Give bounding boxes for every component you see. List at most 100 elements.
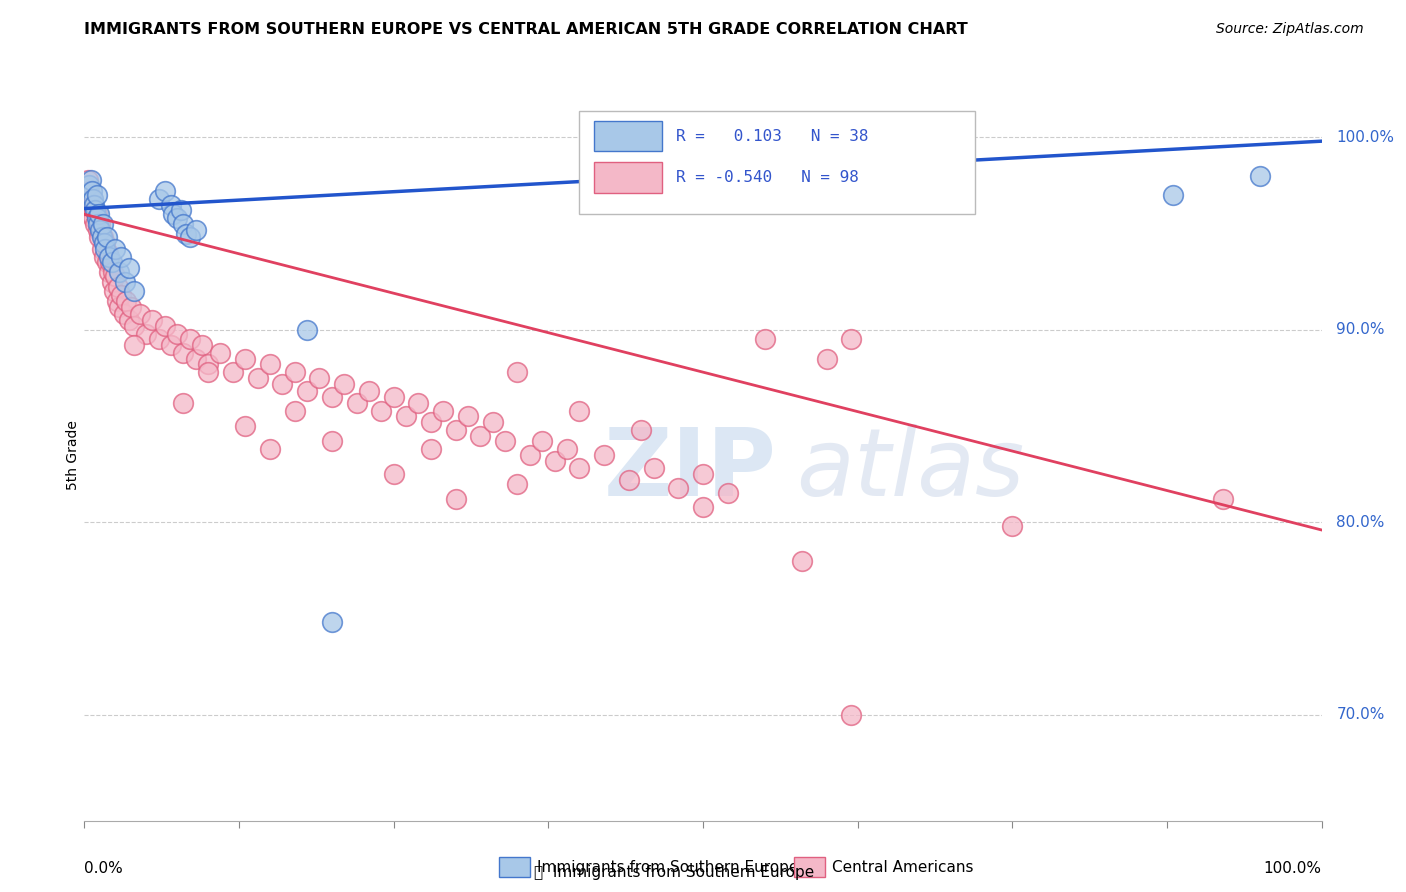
Point <box>82 211 104 226</box>
Point <box>79 178 101 193</box>
Point <box>89 217 111 231</box>
Point <box>1161 188 1184 202</box>
Point <box>457 409 479 424</box>
Point <box>122 338 145 352</box>
Point <box>84 203 107 218</box>
Point <box>86 207 108 221</box>
Point <box>666 481 689 495</box>
Point <box>86 188 108 202</box>
Point <box>370 403 392 417</box>
Point <box>531 434 554 449</box>
Point <box>382 390 405 404</box>
Point <box>98 265 121 279</box>
Point <box>115 293 138 308</box>
Point <box>122 318 145 333</box>
Point <box>108 265 131 279</box>
Bar <box>499 857 530 877</box>
Text: Source: ZipAtlas.com: Source: ZipAtlas.com <box>1216 22 1364 37</box>
Point <box>470 428 492 442</box>
Text: 90.0%: 90.0% <box>1337 322 1385 337</box>
Point <box>98 250 121 264</box>
Point <box>160 338 183 352</box>
Point <box>96 230 118 244</box>
Point <box>481 415 503 429</box>
Text: 80.0%: 80.0% <box>1337 515 1385 530</box>
Text: 100.0%: 100.0% <box>1264 861 1322 876</box>
Point <box>98 255 121 269</box>
Point <box>419 442 441 457</box>
Point <box>382 467 405 482</box>
Point <box>122 285 145 299</box>
Point <box>91 217 114 231</box>
Point <box>79 184 101 198</box>
Point <box>89 230 111 244</box>
Point <box>148 192 170 206</box>
Point <box>284 403 307 417</box>
Point <box>506 365 529 379</box>
Point <box>93 250 115 264</box>
Point <box>110 250 132 264</box>
Point <box>172 346 194 360</box>
Text: 0.0%: 0.0% <box>84 861 124 876</box>
Point <box>295 384 318 399</box>
Text: Immigrants from Southern Europe: Immigrants from Southern Europe <box>537 860 799 874</box>
Point <box>333 376 356 391</box>
Point <box>295 323 318 337</box>
Point <box>197 358 219 372</box>
Text: R =   0.103   N = 38: R = 0.103 N = 38 <box>676 128 869 144</box>
Point <box>568 403 591 417</box>
Point <box>110 288 132 302</box>
Point <box>104 242 127 256</box>
Point <box>90 230 112 244</box>
Point <box>80 197 103 211</box>
Point <box>166 211 188 226</box>
Point <box>506 476 529 491</box>
Point <box>87 217 110 231</box>
Point <box>94 236 117 251</box>
Point <box>555 442 578 457</box>
Point <box>790 554 813 568</box>
Text: 70.0%: 70.0% <box>1337 707 1385 723</box>
Point <box>86 211 108 226</box>
Point <box>408 396 430 410</box>
Point <box>80 184 103 198</box>
Point <box>568 461 591 475</box>
Point <box>346 396 368 410</box>
Point <box>100 275 122 289</box>
Point <box>172 217 194 231</box>
Point <box>105 293 128 308</box>
Point <box>222 365 245 379</box>
Point <box>84 217 107 231</box>
Point <box>101 265 124 279</box>
Point <box>118 261 141 276</box>
Point <box>233 351 256 366</box>
Text: Central Americans: Central Americans <box>832 860 974 874</box>
Point <box>191 338 214 352</box>
Point <box>419 415 441 429</box>
Point <box>1001 519 1024 533</box>
Point <box>83 203 105 218</box>
Point <box>321 615 343 630</box>
Point <box>630 423 652 437</box>
Point <box>593 448 616 462</box>
Y-axis label: 5th Grade: 5th Grade <box>66 420 80 490</box>
Text: R = -0.540   N = 98: R = -0.540 N = 98 <box>676 170 859 186</box>
Point <box>160 197 183 211</box>
Point <box>184 351 207 366</box>
Text: 🔵  Immigrants from Southern Europe: 🔵 Immigrants from Southern Europe <box>534 865 814 880</box>
Point <box>79 207 101 221</box>
Point <box>357 384 380 399</box>
Point <box>841 333 863 347</box>
Bar <box>595 162 662 193</box>
Point <box>107 280 129 294</box>
Point <box>543 453 565 467</box>
Point <box>321 434 343 449</box>
Bar <box>595 120 662 152</box>
Point <box>519 448 541 462</box>
Point <box>184 223 207 237</box>
Point <box>96 255 118 269</box>
Point <box>209 346 232 360</box>
Point <box>754 333 776 347</box>
Point <box>444 492 467 507</box>
Point <box>617 473 640 487</box>
